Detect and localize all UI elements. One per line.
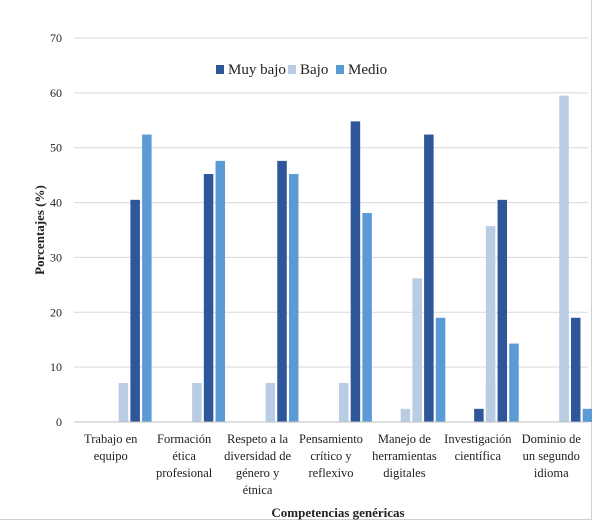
legend-label: Muy bajo [228,62,286,78]
bars [118,95,592,422]
bar-muy-bajo [424,134,434,422]
category-label: Formación [157,432,212,446]
bar-bajo [412,278,422,422]
category-label: diversidad de [224,449,291,463]
bar-bajo [265,383,276,422]
category-label: reflexivo [308,466,353,480]
y-tick-label: 60 [50,86,62,100]
bar-bajo [192,383,202,422]
category-label: un segundo [523,449,580,463]
bar-bajo [559,95,569,422]
legend-swatch [336,65,344,74]
bar-medio [435,317,446,422]
category-label: Dominio de [522,432,582,446]
category-label: profesional [156,466,213,480]
legend-label: Bajo [300,62,328,78]
bar-medio [362,212,372,422]
category-label: ética [172,449,196,463]
y-tick-label: 70 [50,31,62,45]
bar-muy-bajo [350,121,361,422]
y-tick-label: 30 [50,250,62,264]
bar-extra [400,408,411,422]
y-axis-ticks: 0 10 20 30 40 50 60 70 [50,31,62,429]
bar-muy-bajo [203,174,214,422]
bar-bajo [485,226,496,422]
legend-swatch [288,65,296,74]
bar-medio [288,174,299,422]
category-label: étnica [243,483,273,497]
y-axis-title: Porcentajes (%) [32,185,47,275]
category-label: Respeto a la [227,432,289,446]
bar-medio [215,160,226,422]
y-tick-label: 40 [50,196,62,210]
bar-extra [559,317,569,422]
bar-extra [485,383,496,422]
legend-swatch [216,65,224,74]
category-label: equipo [94,449,128,463]
bar-muy-bajo [570,317,581,422]
category-label: crítico y [310,449,352,463]
category-label: científica [455,449,502,463]
category-label: Pensamiento [299,432,363,446]
y-tick-label: 0 [56,415,62,429]
bar-extra [474,408,484,422]
bar-medio [509,343,519,422]
category-labels: Trabajo en equipo Formación ética profesiona… [84,432,581,497]
category-label: Trabajo en [84,432,138,446]
y-tick-label: 10 [50,360,62,374]
bar-bajo [338,383,349,422]
bar-muy-bajo [497,199,508,422]
category-label: herramientas [372,449,437,463]
y-tick-label: 20 [50,305,62,319]
bar-medio [582,408,592,422]
bar-muy-bajo [130,199,140,422]
category-label: idioma [534,466,569,480]
legend: Muy bajo Bajo Medio [216,62,387,78]
bar-bajo [118,383,129,422]
category-label: digitales [383,466,425,480]
legend-label: Medio [348,62,387,78]
x-axis-title: Competencias genéricas [271,505,404,520]
category-label: Manejo de [378,432,432,446]
category-label: género y [236,466,280,480]
category-label: Investigación [444,432,512,446]
y-tick-label: 50 [50,141,62,155]
bar-muy-bajo [277,160,287,422]
bar-medio [142,134,152,422]
